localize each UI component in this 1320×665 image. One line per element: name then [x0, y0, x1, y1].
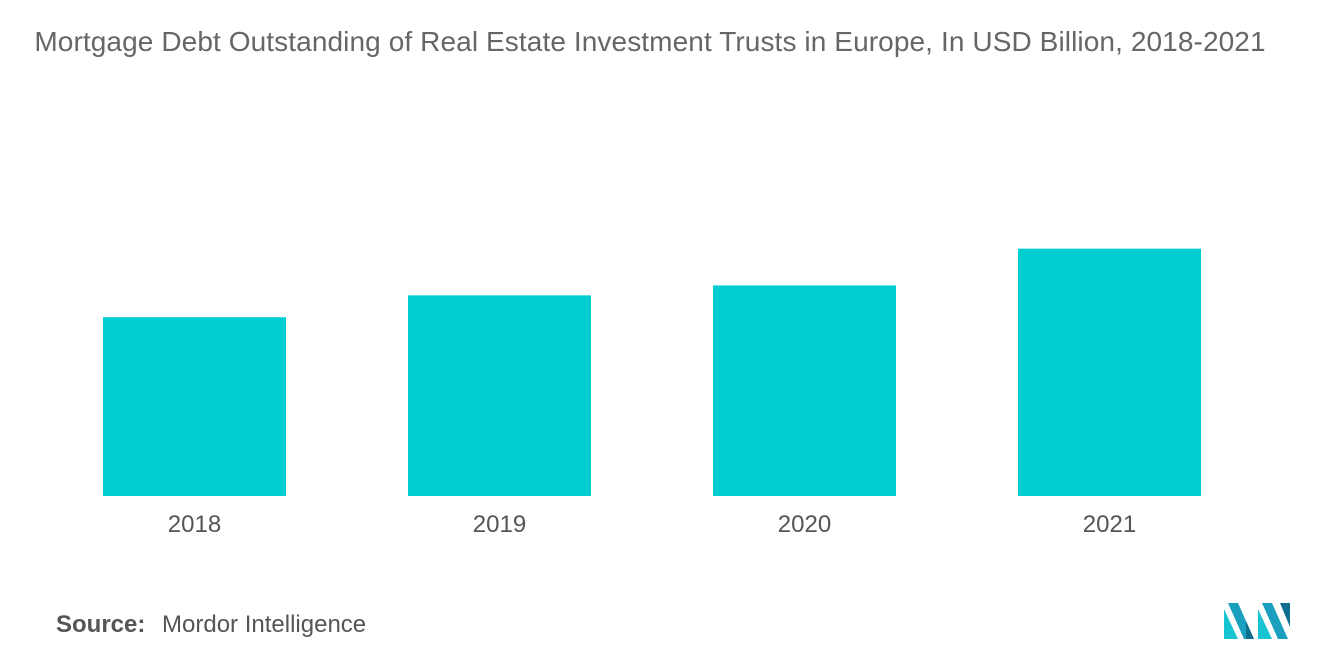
x-tick-label-2019: 2019 [473, 511, 526, 538]
bar-2021 [1018, 248, 1201, 496]
source-text: Mordor Intelligence [162, 611, 367, 638]
bar-2018 [103, 317, 286, 496]
chart-title: Mortgage Debt Outstanding of Real Estate… [34, 26, 1266, 57]
bar-2020 [713, 285, 896, 496]
x-tick-label-2018: 2018 [168, 511, 221, 538]
source-label: Source: [56, 611, 146, 638]
bar-2019 [408, 295, 591, 496]
source-note: Source: Mordor Intelligence [56, 611, 366, 639]
x-tick-label-2020: 2020 [778, 511, 831, 538]
x-tick-label-2021: 2021 [1083, 511, 1136, 538]
mordor-intelligence-logo-icon [1224, 603, 1290, 639]
